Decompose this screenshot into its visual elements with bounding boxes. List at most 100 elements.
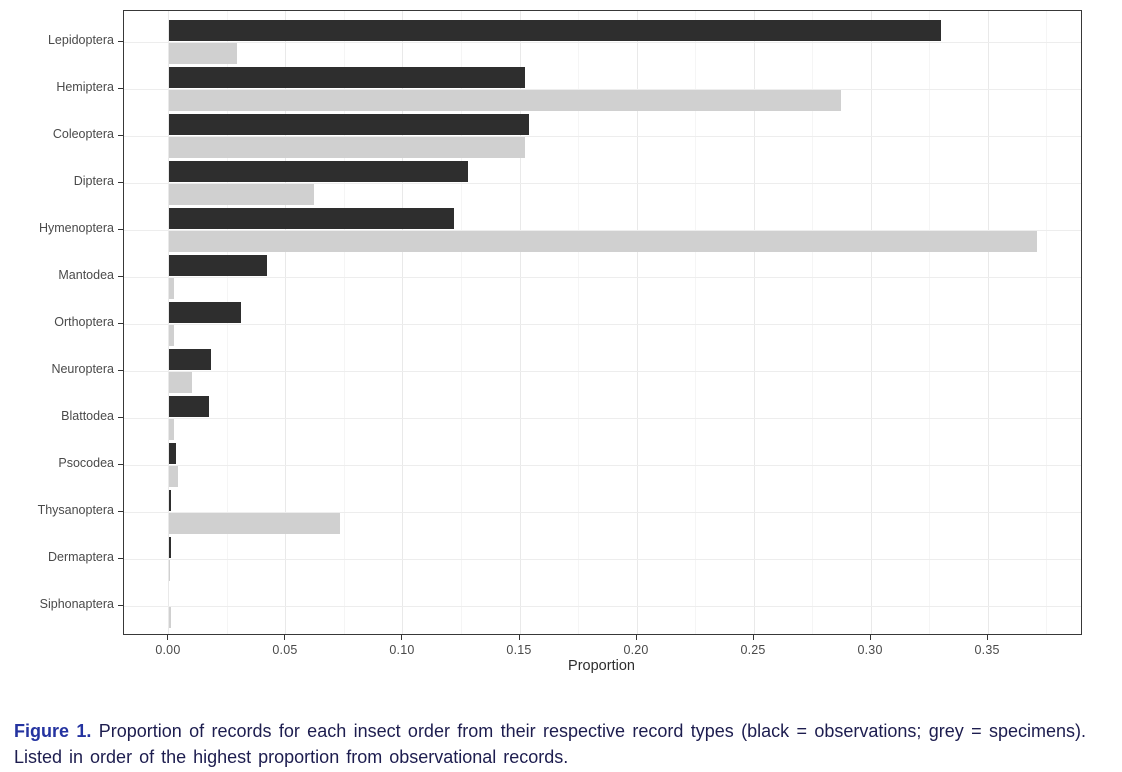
- x-tick-label: 0.10: [389, 643, 415, 657]
- y-category-label: Orthoptera: [54, 315, 114, 329]
- y-category-label: Hemiptera: [56, 80, 114, 94]
- y-category-label: Lepidoptera: [47, 33, 114, 47]
- y-tick-mark: [118, 182, 123, 183]
- bar-specimens-dermaptera: [168, 560, 171, 581]
- bar-observations-coleoptera: [168, 114, 530, 135]
- bar-observations-neuroptera: [168, 349, 212, 370]
- bar-specimens-thysanoptera: [168, 513, 340, 534]
- minor-gridline: [578, 11, 579, 634]
- row-gridline: [124, 136, 1081, 137]
- bar-observations-diptera: [168, 161, 469, 182]
- y-tick-mark: [118, 276, 123, 277]
- x-tick-label: 0.25: [740, 643, 766, 657]
- y-category-label: Diptera: [73, 174, 114, 188]
- caption-label: Figure 1.: [14, 721, 92, 741]
- y-category-label: Blattodea: [61, 409, 114, 423]
- y-tick-mark: [118, 417, 123, 418]
- bar-specimens-orthoptera: [168, 325, 174, 346]
- row-gridline: [124, 324, 1081, 325]
- y-tick-mark: [118, 229, 123, 230]
- row-gridline: [124, 559, 1081, 560]
- bar-specimens-lepidoptera: [168, 43, 237, 64]
- row-gridline: [124, 277, 1081, 278]
- y-category-label: Hymenoptera: [38, 221, 114, 235]
- chart-panel: [123, 10, 1082, 635]
- x-tick-label: 0.20: [623, 643, 649, 657]
- major-gridline: [987, 11, 989, 634]
- major-gridline: [402, 11, 404, 634]
- x-tick-mark: [401, 635, 403, 640]
- major-gridline: [519, 11, 521, 634]
- bar-observations-hymenoptera: [168, 208, 455, 229]
- bar-specimens-mantodea: [168, 278, 174, 299]
- bar-observations-thysanoptera: [168, 490, 172, 511]
- minor-gridline: [1046, 11, 1048, 634]
- x-axis-title: Proportion: [568, 658, 635, 674]
- row-gridline: [124, 183, 1081, 184]
- x-tick-label: 0.05: [272, 643, 298, 657]
- y-tick-mark: [118, 511, 123, 512]
- x-tick-label: 0.30: [857, 643, 883, 657]
- figure-caption: Figure 1. Proportion of records for each…: [14, 718, 1086, 770]
- y-category-label: Psocodea: [58, 456, 114, 470]
- major-gridline: [753, 11, 755, 634]
- row-gridline: [124, 371, 1081, 372]
- y-tick-mark: [118, 370, 123, 371]
- x-tick-mark: [752, 635, 754, 640]
- x-tick-mark: [986, 635, 988, 640]
- y-tick-mark: [118, 464, 123, 465]
- row-gridline: [124, 230, 1081, 231]
- bar-observations-mantodea: [168, 255, 268, 276]
- y-category-label: Thysanoptera: [37, 503, 114, 517]
- x-tick-mark: [518, 635, 520, 640]
- x-tick-mark: [869, 635, 871, 640]
- x-tick-mark: [167, 635, 169, 640]
- y-category-label: Siphonaptera: [39, 597, 114, 611]
- bar-specimens-psocodea: [168, 466, 179, 487]
- y-category-label: Dermaptera: [48, 550, 114, 564]
- minor-gridline: [695, 11, 697, 634]
- bar-observations-blattodea: [168, 396, 209, 417]
- bar-specimens-hymenoptera: [168, 231, 1038, 252]
- bar-specimens-neuroptera: [168, 372, 193, 393]
- y-tick-mark: [118, 41, 123, 42]
- x-tick-label: 0.35: [974, 643, 1000, 657]
- x-tick-label: 0.15: [506, 643, 532, 657]
- x-tick-label: 0.00: [155, 643, 181, 657]
- bar-observations-psocodea: [168, 443, 176, 464]
- bar-specimens-blattodea: [168, 419, 174, 440]
- bar-specimens-siphonaptera: [168, 607, 172, 628]
- minor-gridline: [929, 11, 931, 634]
- major-gridline: [636, 11, 638, 634]
- y-tick-mark: [118, 558, 123, 559]
- row-gridline: [124, 42, 1081, 43]
- row-gridline: [124, 418, 1081, 419]
- x-tick-mark: [284, 635, 286, 640]
- y-tick-mark: [118, 323, 123, 324]
- row-gridline: [124, 606, 1081, 607]
- bar-specimens-coleoptera: [168, 137, 525, 158]
- row-gridline: [124, 89, 1081, 90]
- major-gridline: [870, 11, 872, 634]
- x-tick-mark: [635, 635, 637, 640]
- y-tick-mark: [118, 88, 123, 89]
- y-category-label: Mantodea: [58, 268, 114, 282]
- bar-specimens-hemiptera: [168, 90, 841, 111]
- y-category-label: Coleoptera: [52, 127, 114, 141]
- bar-observations-hemiptera: [168, 67, 525, 88]
- bar-observations-dermaptera: [168, 537, 172, 558]
- bar-observations-orthoptera: [168, 302, 242, 323]
- bar-observations-lepidoptera: [168, 20, 942, 41]
- major-gridline: [285, 11, 287, 634]
- minor-gridline: [343, 11, 345, 634]
- minor-gridline: [812, 11, 814, 634]
- y-tick-mark: [118, 135, 123, 136]
- bar-specimens-diptera: [168, 184, 315, 205]
- y-category-label: Neuroptera: [51, 362, 114, 376]
- minor-gridline: [460, 11, 462, 634]
- row-gridline: [124, 512, 1081, 513]
- row-gridline: [124, 465, 1081, 466]
- y-tick-mark: [118, 605, 123, 606]
- caption-text: Proportion of records for each insect or…: [14, 721, 1086, 767]
